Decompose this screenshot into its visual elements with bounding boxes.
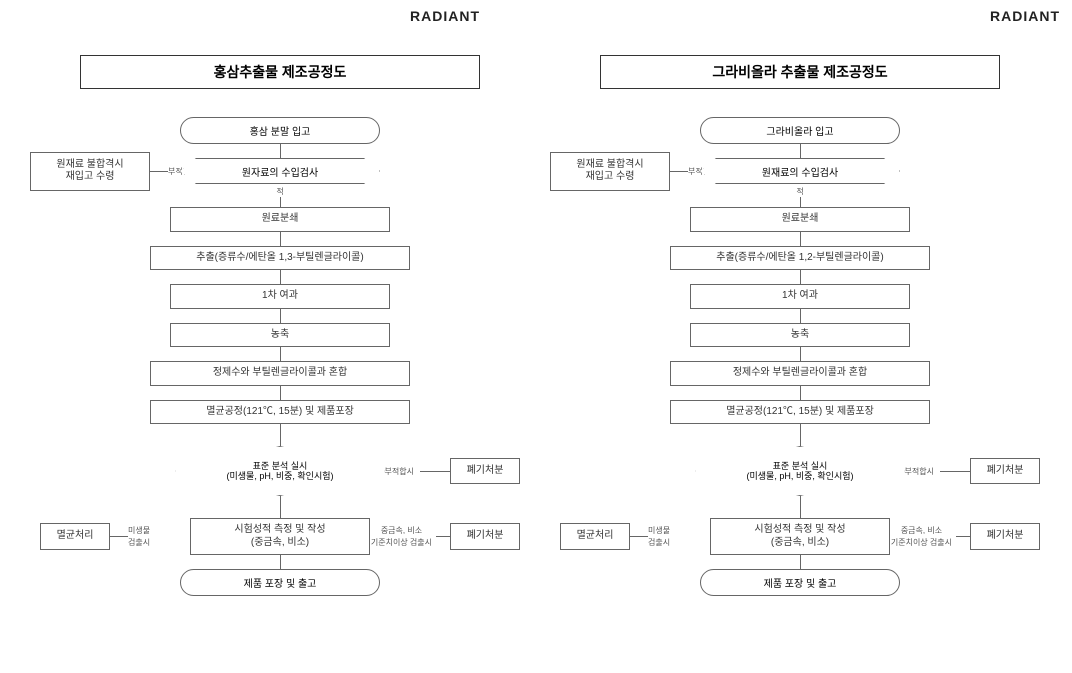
reject-note-right-1: 원재료 불합격시 bbox=[555, 159, 665, 172]
record-fail-left-1: 중금속, 비소 bbox=[381, 525, 422, 536]
step-right-5: 멸균공정(121℃, 15분) 및 제품포장 bbox=[670, 400, 930, 425]
reject-note-right: 원재료 불합격시 재입고 수령 bbox=[550, 152, 670, 191]
record-fail-left-2: 기준치이상 검출시 bbox=[371, 537, 432, 548]
step-right-1: 추출(증류수/에탄올 1,2-부틸렌글라이콜) bbox=[670, 246, 930, 271]
analysis-left-1: 표준 분석 실시 bbox=[253, 461, 308, 471]
start-left: 홍삼 분말 입고 bbox=[180, 117, 380, 144]
reject-note-right-2: 재입고 수령 bbox=[555, 171, 665, 184]
sterilize-right: 멸균처리 bbox=[560, 523, 630, 550]
analysis-left: 표준 분석 실시 (미생물, pH, 비중, 확인시험) bbox=[175, 446, 385, 496]
flowchart-left: 홍삼추출물 제조공정도 홍삼 분말 입고 원재료 불합격시 재입고 수령 부적합… bbox=[40, 55, 520, 596]
dispose2-left: 폐기처분 bbox=[450, 523, 520, 550]
inspect-pass-left: 적 bbox=[276, 186, 283, 197]
inspect-right: 원재료의 수입검사 bbox=[700, 158, 900, 184]
title-left: 홍삼추출물 제조공정도 bbox=[80, 55, 480, 89]
brand-left: RADIANT bbox=[410, 8, 480, 24]
dispose-right: 폐기처분 bbox=[970, 458, 1040, 485]
step-left-3: 농축 bbox=[170, 323, 390, 348]
end-right: 제품 포장 및 출고 bbox=[700, 569, 900, 596]
analysis-right: 표준 분석 실시 (미생물, pH, 비중, 확인시험) bbox=[695, 446, 905, 496]
sterilize-back-left-1: 미생물 bbox=[128, 525, 150, 536]
step-right-0: 원료분쇄 bbox=[690, 207, 910, 232]
analysis-right-1: 표준 분석 실시 bbox=[773, 461, 828, 471]
record-left-1: 시험성적 측정 및 작성 bbox=[195, 524, 365, 537]
inspect-left: 원자료의 수입검사 bbox=[180, 158, 380, 184]
sterilize-back-right-1: 미생물 bbox=[648, 525, 670, 536]
end-left: 제품 포장 및 출고 bbox=[180, 569, 380, 596]
reject-note-left-1: 원재료 불합격시 bbox=[35, 159, 145, 172]
analysis-fail-right: 부적합시 bbox=[905, 466, 934, 477]
record-fail-right-2: 기준치이상 검출시 bbox=[891, 537, 952, 548]
record-right-2: (중금속, 비소) bbox=[715, 537, 885, 550]
analysis-left-2: (미생물, pH, 비중, 확인시험) bbox=[226, 471, 333, 481]
step-left-4: 정제수와 부틸렌글라이콜과 혼합 bbox=[150, 361, 410, 386]
dispose-left: 폐기처분 bbox=[450, 458, 520, 485]
flowchart-right: 그라비올라 추출물 제조공정도 그라비올라 입고 원재료 불합격시 재입고 수령… bbox=[560, 55, 1040, 596]
title-right: 그라비올라 추출물 제조공정도 bbox=[600, 55, 1000, 89]
step-right-4: 정제수와 부틸렌글라이콜과 혼합 bbox=[670, 361, 930, 386]
record-left: 시험성적 측정 및 작성 (중금속, 비소) bbox=[190, 518, 370, 555]
record-left-2: (중금속, 비소) bbox=[195, 537, 365, 550]
step-left-5: 멸균공정(121℃, 15분) 및 제품포장 bbox=[150, 400, 410, 425]
inspect-pass-right: 적 bbox=[796, 186, 803, 197]
reject-note-left: 원재료 불합격시 재입고 수령 bbox=[30, 152, 150, 191]
analysis-fail-left: 부적합시 bbox=[385, 466, 414, 477]
step-left-0: 원료분쇄 bbox=[170, 207, 390, 232]
reject-note-left-2: 재입고 수령 bbox=[35, 171, 145, 184]
record-right: 시험성적 측정 및 작성 (중금속, 비소) bbox=[710, 518, 890, 555]
step-left-1: 추출(증류수/에탄올 1,3-부틸렌글라이콜) bbox=[150, 246, 410, 271]
step-left-2: 1차 여과 bbox=[170, 284, 390, 309]
sterilize-back-right-2: 검출시 bbox=[648, 537, 670, 548]
analysis-right-2: (미생물, pH, 비중, 확인시험) bbox=[746, 471, 853, 481]
start-right: 그라비올라 입고 bbox=[700, 117, 900, 144]
step-right-2: 1차 여과 bbox=[690, 284, 910, 309]
sterilize-back-left-2: 검출시 bbox=[128, 537, 150, 548]
record-right-1: 시험성적 측정 및 작성 bbox=[715, 524, 885, 537]
sterilize-left: 멸균처리 bbox=[40, 523, 110, 550]
brand-right: RADIANT bbox=[990, 8, 1060, 24]
dispose2-right: 폐기처분 bbox=[970, 523, 1040, 550]
step-right-3: 농축 bbox=[690, 323, 910, 348]
record-fail-right-1: 중금속, 비소 bbox=[901, 525, 942, 536]
